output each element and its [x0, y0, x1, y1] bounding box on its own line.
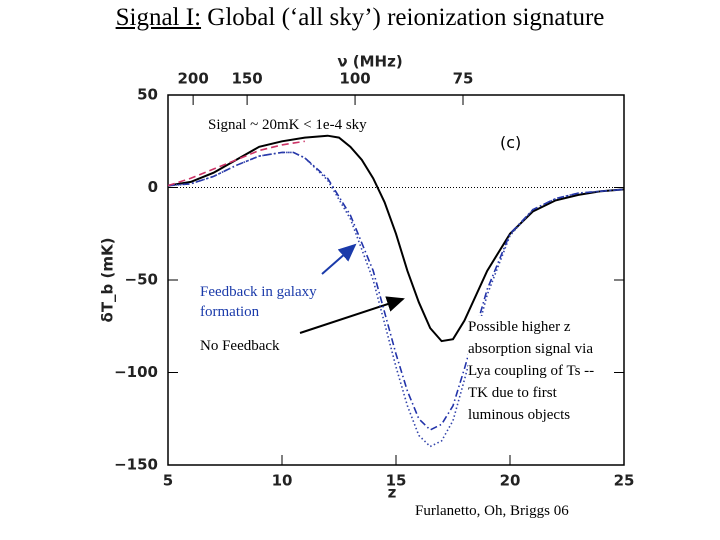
x2-tick-label: 75 — [453, 70, 474, 88]
x2-axis-label: ν (MHz) — [337, 53, 402, 71]
annotation: No Feedback — [200, 338, 280, 354]
arrow — [299, 296, 405, 334]
series-line — [167, 151, 625, 448]
y-axis-label: δT_b (mK) — [99, 238, 117, 323]
annotation: Furlanetto, Oh, Briggs 06 — [415, 503, 569, 519]
panel-label: (c) — [500, 133, 521, 152]
y-tick-label: 50 — [137, 86, 158, 104]
y-tick-label: 0 — [148, 178, 158, 196]
x2-tick-label: 150 — [231, 70, 262, 88]
y-tick-label: −100 — [114, 363, 158, 381]
title-rest: Global (‘all sky’) reionization signatur… — [201, 4, 605, 31]
annotation: Possible higher z absorption signal via … — [468, 316, 608, 426]
arrow — [321, 243, 357, 275]
y-tick-label: −150 — [114, 456, 158, 474]
annotation: Signal ~ 20mK < 1e-4 sky — [208, 117, 367, 133]
x-tick-label: 20 — [500, 472, 521, 490]
x-tick-label: 25 — [614, 472, 635, 490]
series-line — [167, 140, 305, 187]
x2-tick-label: 100 — [339, 70, 370, 88]
slide-title: Signal I: Global (‘all sky’) reionizatio… — [0, 4, 720, 32]
title-prefix: Signal I: — [115, 4, 202, 31]
x-tick-label: 10 — [272, 472, 293, 490]
y-tick-label: −50 — [125, 271, 158, 289]
x2-tick-label: 200 — [177, 70, 208, 88]
x-axis-label: z — [388, 484, 397, 502]
annotation: Feedback in galaxy formation — [200, 284, 317, 320]
x-tick-label: 15 — [386, 472, 407, 490]
x-tick-label: 5 — [163, 472, 173, 490]
